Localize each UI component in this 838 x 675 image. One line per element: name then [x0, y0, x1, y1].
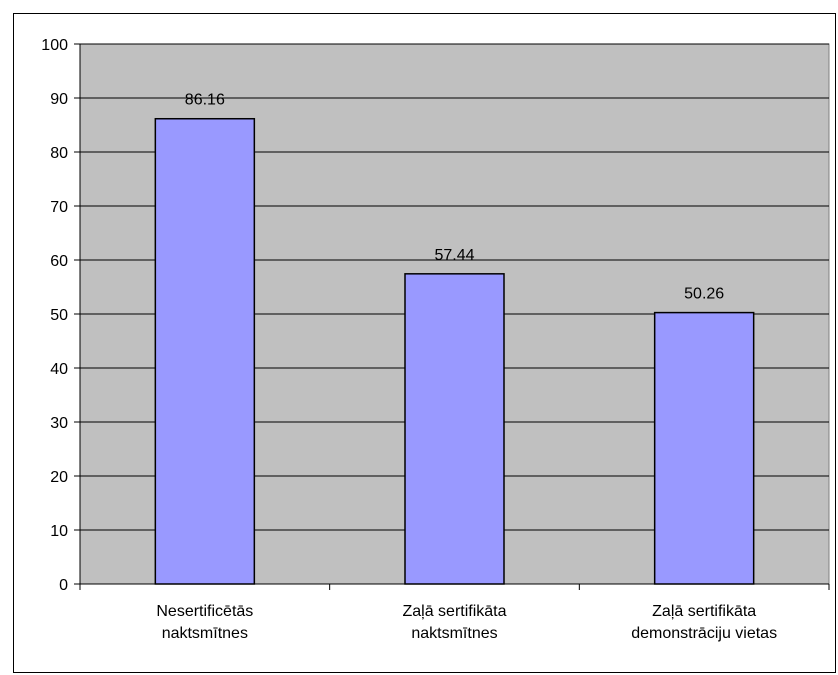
x-category-label-line: Nesertificētās — [156, 603, 253, 620]
data-label: 50.26 — [684, 286, 724, 303]
y-tick-label: 70 — [50, 199, 68, 216]
y-tick-label: 10 — [50, 523, 68, 540]
x-category-label: Nesertificētās naktsmītnes — [156, 603, 253, 642]
y-tick-label: 90 — [50, 91, 68, 108]
y-tick-label: 30 — [50, 415, 68, 432]
x-category-label-line: naktsmītnes — [411, 625, 497, 642]
y-tick-label: 60 — [50, 253, 68, 270]
x-category-label-line: Zaļā sertifikāta — [652, 603, 756, 620]
x-category-label-line: Zaļā sertifikāta — [402, 603, 506, 620]
x-category-label: Zaļā sertifikāta demonstrāciju vietas — [631, 603, 777, 642]
bar — [154, 117, 256, 585]
x-category-label-line: demonstrāciju vietas — [631, 625, 777, 642]
data-label: 86.16 — [185, 92, 225, 109]
bar — [653, 311, 755, 585]
y-tick-label: 20 — [50, 469, 68, 486]
data-labels: 86.16 57.44 50.26 — [185, 92, 724, 303]
data-label: 57.44 — [434, 247, 474, 264]
x-category-label: Zaļā sertifikāta naktsmītnes — [402, 603, 506, 642]
x-category-label-line: naktsmītnes — [162, 625, 248, 642]
y-tick-label: 80 — [50, 145, 68, 162]
y-tick-label: 40 — [50, 361, 68, 378]
y-tick-label: 100 — [41, 37, 68, 54]
y-tick-label: 50 — [50, 307, 68, 324]
bar — [404, 273, 505, 585]
y-tick-label: 0 — [59, 577, 68, 594]
y-axis-ticks: 0 10 20 30 40 50 60 70 80 90 100 — [41, 37, 80, 594]
